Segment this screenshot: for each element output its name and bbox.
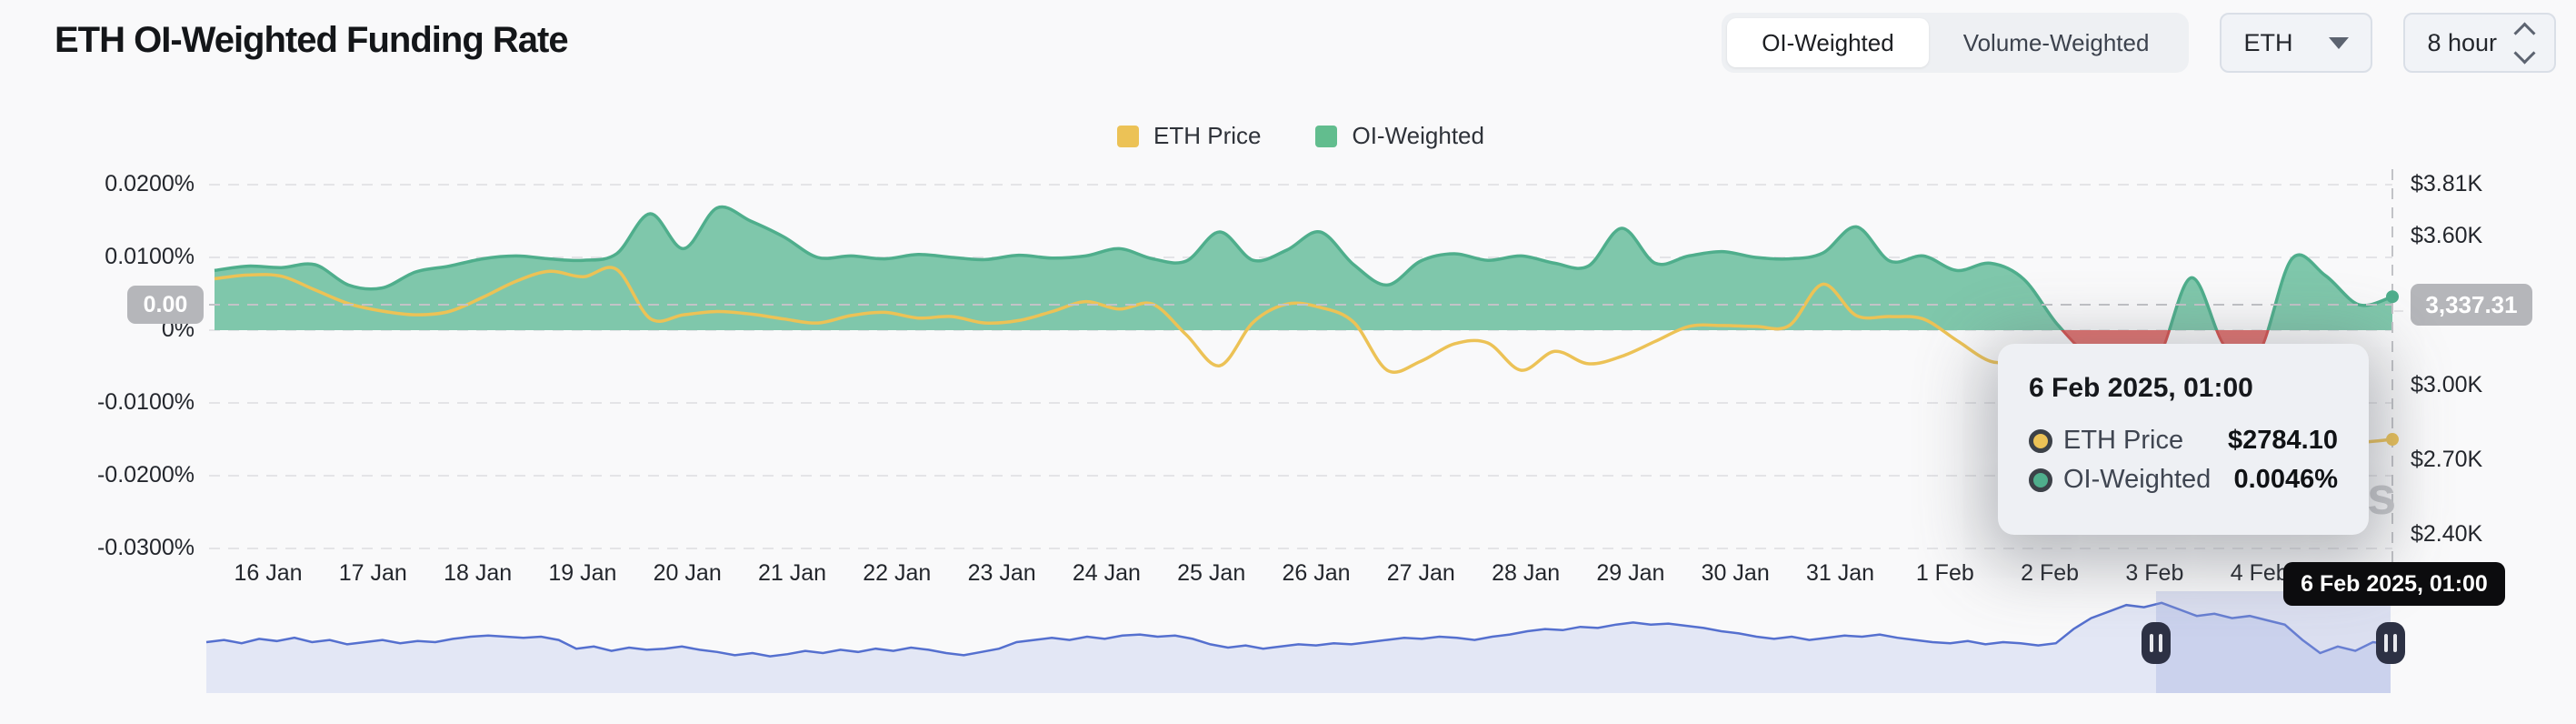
chart-legend: ETH Price OI-Weighted <box>209 122 2392 150</box>
x-axis-tick: 25 Jan <box>1177 560 1246 586</box>
x-axis-tick: 27 Jan <box>1386 560 1455 586</box>
eth-price-swatch-icon <box>1117 125 1140 147</box>
x-axis-tick: 3 Feb <box>2125 560 2184 586</box>
y-axis-tick-left: -0.0100% <box>96 389 195 415</box>
tooltip-date: 6 Feb 2025, 01:00 <box>2029 373 2253 403</box>
crosshair-right-value-badge: 3,337.31 <box>2411 284 2532 326</box>
legend-label: OI-Weighted <box>1352 122 1484 149</box>
legend-item-oi-weighted[interactable]: OI-Weighted <box>1315 122 1484 150</box>
x-axis-tick: 26 Jan <box>1282 560 1351 586</box>
chart-tooltip: 6 Feb 2025, 01:00 ETH Price $2784.10 OI-… <box>1998 344 2369 535</box>
y-axis-tick-left: -0.0200% <box>96 462 195 488</box>
x-axis-tick: 1 Feb <box>1915 560 1974 586</box>
x-axis-tick: 20 Jan <box>653 560 722 586</box>
weighting-toggle: OI-Weighted Volume-Weighted <box>1722 13 2190 73</box>
x-axis-tick: 16 Jan <box>234 560 303 586</box>
navigator-left-handle[interactable] <box>2142 622 2172 664</box>
eth-price-dot-icon <box>2029 428 2052 453</box>
x-axis-tick: 29 Jan <box>1596 560 1665 586</box>
x-axis-tick: 19 Jan <box>548 560 617 586</box>
tab-oi-weighted[interactable]: OI-Weighted <box>1727 18 1929 67</box>
legend-label: ETH Price <box>1153 122 1262 149</box>
tooltip-row-oi-weighted: OI-Weighted 0.0046% <box>2029 465 2338 495</box>
interval-select[interactable]: 8 hour <box>2403 13 2556 73</box>
y-axis-tick-left: 0.0100% <box>105 244 195 269</box>
y-axis-tick-right: $3.60K <box>2411 223 2483 248</box>
y-axis-tick-right: $3.81K <box>2411 170 2483 196</box>
x-axis-tick: 23 Jan <box>967 560 1036 586</box>
chevron-down-icon <box>2329 36 2350 49</box>
tooltip-row-eth-price: ETH Price $2784.10 <box>2029 426 2338 456</box>
navigator-right-handle[interactable] <box>2376 622 2405 664</box>
symbol-select-value: ETH <box>2243 28 2293 56</box>
x-axis-tick: 28 Jan <box>1492 560 1561 586</box>
y-axis-tick-right: $2.40K <box>2411 520 2483 547</box>
navigator-selected-range[interactable] <box>2156 591 2391 693</box>
legend-item-eth-price[interactable]: ETH Price <box>1117 122 1261 150</box>
x-axis-tick: 30 Jan <box>1701 560 1770 586</box>
x-axis-tick: 17 Jan <box>338 560 407 586</box>
oi-weighted-dot-icon <box>2029 468 2052 492</box>
y-axis-tick-right: $2.70K <box>2411 446 2483 472</box>
y-axis-tick-left: 0.0200% <box>105 171 195 196</box>
oi-weighted-swatch-icon <box>1315 125 1338 147</box>
x-axis-tick: 31 Jan <box>1805 560 1875 586</box>
y-axis-tick-left: -0.0300% <box>96 535 195 560</box>
page-title: ETH OI-Weighted Funding Rate <box>55 20 569 60</box>
x-axis-tick: 4 Feb <box>2230 560 2289 586</box>
x-axis-tick: 22 Jan <box>863 560 932 586</box>
interval-select-value: 8 hour <box>2427 28 2497 56</box>
crosshair-left-value-badge: 0.00 <box>127 286 204 324</box>
chart-controls: OI-Weighted Volume-Weighted ETH 8 hour <box>1722 13 2556 73</box>
x-axis-tick: 18 Jan <box>444 560 513 586</box>
x-axis-tick: 24 Jan <box>1072 560 1141 586</box>
x-axis-tick: 2 Feb <box>2021 560 2080 586</box>
x-axis-tick: 21 Jan <box>757 560 827 586</box>
y-axis-tick-right: $3.00K <box>2411 371 2483 397</box>
watermark: s <box>2367 467 2397 526</box>
symbol-select[interactable]: ETH <box>2220 13 2373 73</box>
tab-volume-weighted[interactable]: Volume-Weighted <box>1962 28 2150 56</box>
crosshair-date-badge: 6 Feb 2025, 01:00 <box>2283 562 2505 606</box>
